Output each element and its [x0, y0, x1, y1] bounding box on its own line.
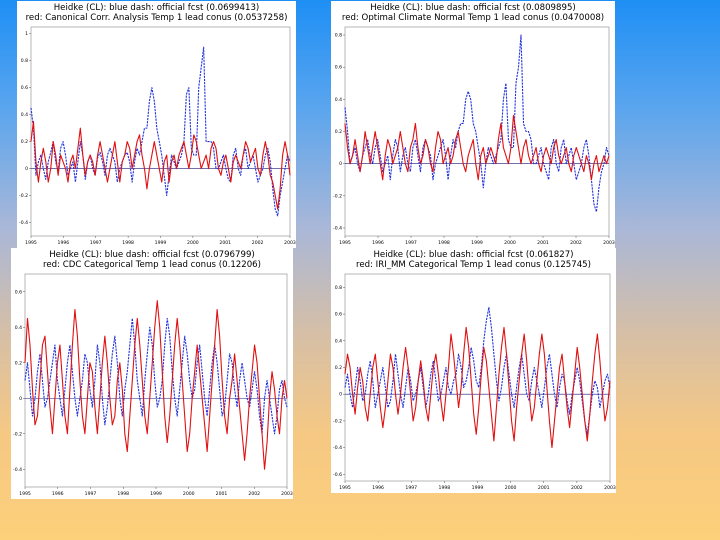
x-tick-label: 1995 [25, 240, 37, 246]
chart-ocn: Heidke (CL): blue dash: official fcst (0… [333, 3, 615, 246]
x-tick-label: 2002 [570, 240, 582, 246]
x-tick-label: 2001 [538, 485, 550, 491]
y-tick-label: -0.2 [333, 193, 342, 199]
series-line-official-fcst [24, 317, 288, 435]
chart-iri: Heidke (CL): blue dash: official fcst (0… [333, 250, 616, 491]
chart-cdc: Heidke (CL): blue dash: official fcst (0… [13, 250, 293, 497]
chart-title-line-2: red: Canonical Corr. Analysis Temp 1 lea… [26, 13, 288, 23]
y-tick-label: 0.6 [15, 289, 22, 295]
x-tick-label: 2003 [603, 240, 615, 246]
x-tick-label: 2001 [537, 240, 549, 246]
plot-frame [30, 26, 291, 237]
y-tick-label: 0.2 [335, 129, 342, 135]
y-tick-label: -0.2 [333, 418, 342, 424]
x-tick-label: 2000 [504, 240, 516, 246]
y-tick-label: 1 [25, 31, 28, 37]
chart-title-line-2: red: Optimal Climate Normal Temp 1 lead … [342, 13, 604, 23]
x-tick-label: 1998 [438, 240, 450, 246]
x-tick-label: 2002 [252, 240, 264, 246]
x-tick-label: 1998 [117, 491, 129, 497]
y-tick-label: 0.6 [335, 65, 342, 71]
x-tick-label: 1999 [471, 240, 483, 246]
x-tick-label: 1998 [439, 485, 451, 491]
x-tick-label: 1997 [90, 240, 102, 246]
chart-panel-cca: Heidke (CL): blue dash: official fcst (0… [17, 1, 296, 248]
y-tick-label: 0.4 [335, 97, 342, 103]
series-line-model [344, 326, 611, 449]
x-tick-label: 1996 [58, 240, 70, 246]
y-tick-label: -0.4 [333, 225, 342, 231]
series-line-official-fcst [344, 306, 611, 435]
x-tick-label: 1998 [122, 240, 134, 246]
x-tick-label: 2001 [219, 240, 231, 246]
y-tick-label: 0 [339, 161, 342, 167]
chart-panel-iri: Heidke (CL): blue dash: official fcst (0… [331, 248, 616, 493]
plot-frame [344, 26, 610, 237]
y-tick-label: 0.4 [15, 325, 22, 331]
plot-frame [344, 273, 611, 482]
x-tick-label: 2000 [183, 491, 195, 497]
y-tick-label: 0.6 [21, 85, 28, 91]
y-tick-label: 0 [25, 166, 28, 172]
x-tick-label: 1999 [472, 485, 484, 491]
y-tick-label: 0.4 [335, 338, 342, 344]
chart-panel-ocn: Heidke (CL): blue dash: official fcst (0… [331, 1, 615, 248]
x-tick-label: 1995 [19, 491, 31, 497]
x-tick-label: 1996 [372, 240, 384, 246]
y-tick-label: 0.6 [335, 312, 342, 318]
plot-frame [24, 273, 288, 488]
y-tick-label: 0.8 [21, 58, 28, 64]
y-tick-label: 0.4 [21, 112, 28, 118]
x-tick-label: 2000 [187, 240, 199, 246]
chart-title-line-2: red: CDC Categorical Temp 1 lead conus (… [43, 260, 261, 270]
y-tick-label: -0.4 [13, 467, 22, 473]
y-tick-label: 0.2 [15, 360, 22, 366]
y-tick-label: 0 [19, 396, 22, 402]
x-tick-label: 2003 [604, 485, 616, 491]
x-tick-label: 1996 [372, 485, 384, 491]
y-tick-label: 0.8 [335, 285, 342, 291]
y-tick-label: -0.4 [333, 445, 342, 451]
x-tick-label: 2002 [248, 491, 260, 497]
chart-title-line-2: red: IRI_MM Categorical Temp 1 lead conu… [356, 260, 591, 270]
x-tick-label: 2000 [505, 485, 517, 491]
series-line-model [344, 114, 610, 181]
chart-cca: Heidke (CL): blue dash: official fcst (0… [19, 3, 296, 246]
chart-title-line-1: Heidke (CL): blue dash: official fcst (0… [373, 250, 573, 260]
x-tick-label: 1995 [339, 485, 351, 491]
x-tick-label: 1997 [85, 491, 97, 497]
chart-title-line-1: Heidke (CL): blue dash: official fcst (0… [49, 250, 255, 260]
x-tick-label: 2003 [281, 491, 293, 497]
x-tick-label: 1996 [52, 491, 64, 497]
x-tick-label: 2001 [216, 491, 228, 497]
x-tick-label: 2003 [284, 240, 296, 246]
y-tick-label: 0 [339, 392, 342, 398]
series-line-model [24, 300, 288, 470]
x-tick-label: 1995 [339, 240, 351, 246]
y-tick-label: -0.6 [333, 472, 342, 478]
y-tick-label: 0.2 [335, 365, 342, 371]
y-tick-label: 0.8 [335, 33, 342, 39]
series-line-official-fcst [30, 46, 291, 217]
x-tick-label: 1997 [405, 240, 417, 246]
chart-title-line-1: Heidke (CL): blue dash: official fcst (0… [54, 3, 260, 13]
series-line-official-fcst [344, 34, 610, 213]
chart-panel-cdc: Heidke (CL): blue dash: official fcst (0… [11, 248, 293, 499]
x-tick-label: 1999 [155, 240, 167, 246]
chart-title-line-1: Heidke (CL): blue dash: official fcst (0… [370, 3, 576, 13]
series-line-model [30, 120, 291, 210]
y-tick-label: -0.2 [13, 431, 22, 437]
x-tick-label: 2002 [571, 485, 583, 491]
y-tick-label: 0.2 [21, 139, 28, 145]
x-tick-label: 1997 [405, 485, 417, 491]
x-tick-label: 1999 [150, 491, 162, 497]
y-tick-label: -0.4 [19, 220, 28, 226]
y-tick-label: -0.2 [19, 193, 28, 199]
